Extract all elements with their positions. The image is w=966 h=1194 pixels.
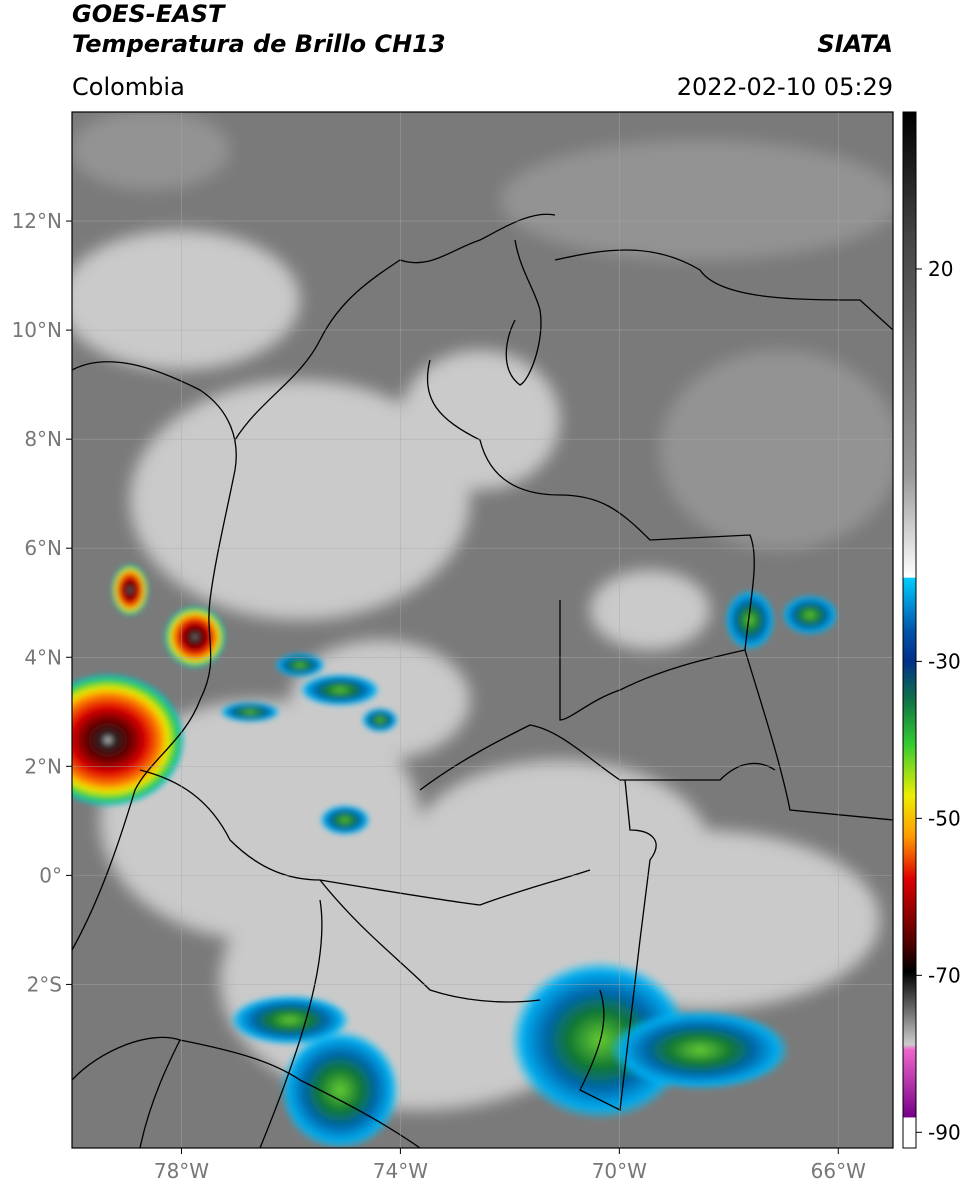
y-tick-label: 6°N xyxy=(24,536,62,560)
x-tick-label: 78°W xyxy=(154,1159,209,1183)
colorbar xyxy=(902,111,917,1149)
title-line1: GOES-EAST xyxy=(72,0,226,28)
x-tick-label: 70°W xyxy=(592,1159,647,1183)
colorbar-tick-label: -90 xyxy=(928,1120,961,1144)
grid xyxy=(72,112,893,1148)
y-tick-label: 8°N xyxy=(24,427,62,451)
y-tick-label: 0° xyxy=(39,863,62,887)
x-tick-label: 74°W xyxy=(373,1159,428,1183)
colorbar-tick-label: -70 xyxy=(928,963,961,987)
region: Colombia xyxy=(72,73,185,101)
datetime: 2022-02-10 05:29 xyxy=(677,73,893,101)
y-tick-label: 2°S xyxy=(27,972,62,996)
title-line2: Temperatura de Brillo CH13 xyxy=(72,30,446,58)
source: SIATA xyxy=(817,30,893,58)
y-tick-label: 12°N xyxy=(12,209,62,233)
y-tick-label: 4°N xyxy=(24,645,62,669)
y-tick-label: 10°N xyxy=(12,318,62,342)
colorbar-tick-label: -30 xyxy=(928,649,961,673)
colorbar-tick-label: 20 xyxy=(928,257,953,281)
satellite-image xyxy=(72,112,893,1148)
colorbar-tick-label: -50 xyxy=(928,806,961,830)
y-tick-label: 2°N xyxy=(24,754,62,778)
map-frame xyxy=(71,111,894,1149)
x-tick-label: 66°W xyxy=(811,1159,866,1183)
